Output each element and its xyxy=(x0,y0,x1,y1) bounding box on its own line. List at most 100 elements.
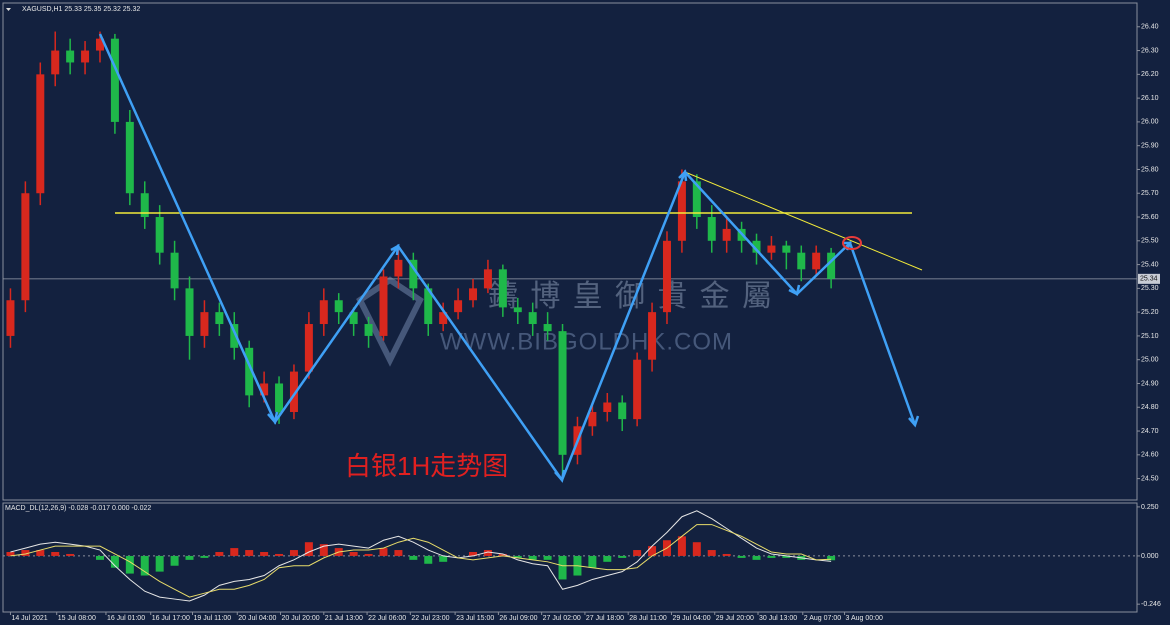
macd-bar xyxy=(439,555,448,562)
y-tick-label: 24.70 xyxy=(1141,428,1159,435)
y-tick-label: -0.246 xyxy=(1141,601,1161,608)
macd-bar xyxy=(543,555,552,560)
macd-bar xyxy=(349,552,358,556)
arrow-heads xyxy=(267,169,920,483)
macd-bar xyxy=(827,555,836,561)
candle-body xyxy=(349,312,358,325)
candle-body xyxy=(319,300,328,325)
macd-bar xyxy=(394,550,403,556)
candle-body xyxy=(379,276,388,336)
macd-bar xyxy=(409,555,418,560)
y-tick-label: 24.80 xyxy=(1141,404,1159,411)
macd-bar xyxy=(513,555,522,558)
macd-bar xyxy=(155,555,164,572)
x-tick-label: 29 Jul 04:00 xyxy=(672,615,710,622)
candle-body xyxy=(558,331,567,455)
candle-body xyxy=(289,371,298,413)
candle-body xyxy=(110,38,119,122)
macd-bar xyxy=(66,553,75,556)
macd-bar xyxy=(6,552,15,556)
x-tick-label: 20 Jul 20:00 xyxy=(282,615,320,622)
candle-body xyxy=(543,324,552,332)
y-tick-label: 0.000 xyxy=(1141,553,1159,560)
candle-body xyxy=(648,312,657,360)
candle-body xyxy=(692,181,701,218)
candle-body xyxy=(155,217,164,253)
macd-bar xyxy=(677,536,686,556)
x-tick-label: 23 Jul 15:00 xyxy=(456,615,494,622)
macd-bar xyxy=(424,555,433,564)
macd-title: MACD_DL(12,26,9) -0.028 -0.017 0.000 -0.… xyxy=(5,505,151,512)
candle-body xyxy=(245,347,254,396)
x-tick-label: 19 Jul 11:00 xyxy=(193,615,231,622)
candle-body xyxy=(51,50,60,75)
macd-bar xyxy=(483,550,492,556)
candle-body xyxy=(95,38,104,51)
macd-bar xyxy=(36,550,45,556)
x-tick-label: 22 Jul 06:00 xyxy=(368,615,406,622)
chart-title: XAGUSD,H1 25.33 25.35 25.32 25.32 xyxy=(22,6,140,13)
macd-bar xyxy=(245,550,254,556)
macd-line xyxy=(10,510,832,602)
y-tick-label: 0.250 xyxy=(1141,504,1159,511)
x-tick-label: 27 Jul 18:00 xyxy=(586,615,624,622)
macd-bar xyxy=(648,546,657,556)
y-tick-label: 26.20 xyxy=(1141,71,1159,78)
macd-bar xyxy=(722,553,731,556)
candle-body xyxy=(304,324,313,372)
macd-bar xyxy=(498,553,507,556)
candle-body xyxy=(827,252,836,279)
macd-bar xyxy=(289,550,298,556)
y-tick-label: 25.60 xyxy=(1141,214,1159,221)
y-tick-label: 25.20 xyxy=(1141,309,1159,316)
macd-bar xyxy=(364,553,373,556)
candle-body xyxy=(36,74,45,194)
candle-body xyxy=(498,269,507,308)
candle-body xyxy=(364,324,373,336)
candle-body xyxy=(782,245,791,253)
macd-bar xyxy=(51,552,60,556)
candle-body xyxy=(454,300,463,313)
x-tick-label: 16 Jul 17:00 xyxy=(152,615,190,622)
candle-body xyxy=(752,240,761,253)
candle-body xyxy=(394,259,403,277)
macd-bar xyxy=(379,548,388,556)
candle-body xyxy=(260,383,269,396)
menu-icon xyxy=(6,8,11,11)
candle-body xyxy=(200,312,209,336)
x-tick-label: 2 Aug 07:00 xyxy=(804,615,841,622)
main-panel xyxy=(2,2,1138,501)
macd-bar xyxy=(558,555,567,580)
candle-body xyxy=(6,300,15,336)
candle-body xyxy=(633,359,642,420)
macd-bar xyxy=(737,555,746,558)
signal-line xyxy=(10,524,832,598)
macd-bar xyxy=(752,555,761,560)
macd-bar xyxy=(767,555,776,558)
y-tick-label: 25.80 xyxy=(1141,166,1159,173)
candle-body xyxy=(767,245,776,253)
candle-body xyxy=(125,121,134,194)
trend-line xyxy=(684,171,923,271)
macd-bar xyxy=(692,542,701,556)
macd-bar xyxy=(588,555,597,568)
x-tick-label: 28 Jul 11:00 xyxy=(629,615,667,622)
y-tick-label: 26.40 xyxy=(1141,24,1159,31)
macd-bar xyxy=(618,555,627,558)
candle-body xyxy=(140,193,149,218)
macd-bar xyxy=(215,552,224,556)
macd-bar xyxy=(185,555,194,560)
y-tick-label: 24.50 xyxy=(1141,475,1159,482)
x-tick-label: 20 Jul 04:00 xyxy=(238,615,276,622)
candle-body xyxy=(677,181,686,241)
last-price-box xyxy=(1138,273,1160,284)
x-tick-label: 3 Aug 00:00 xyxy=(846,615,883,622)
macd-bar xyxy=(528,555,537,560)
y-tick-label: 24.60 xyxy=(1141,452,1159,459)
macd-bar xyxy=(140,555,149,576)
macd-bar xyxy=(110,555,119,568)
candle-body xyxy=(215,312,224,325)
highlight-circle xyxy=(842,236,862,250)
candle-body xyxy=(797,252,806,270)
candle-body xyxy=(483,269,492,289)
